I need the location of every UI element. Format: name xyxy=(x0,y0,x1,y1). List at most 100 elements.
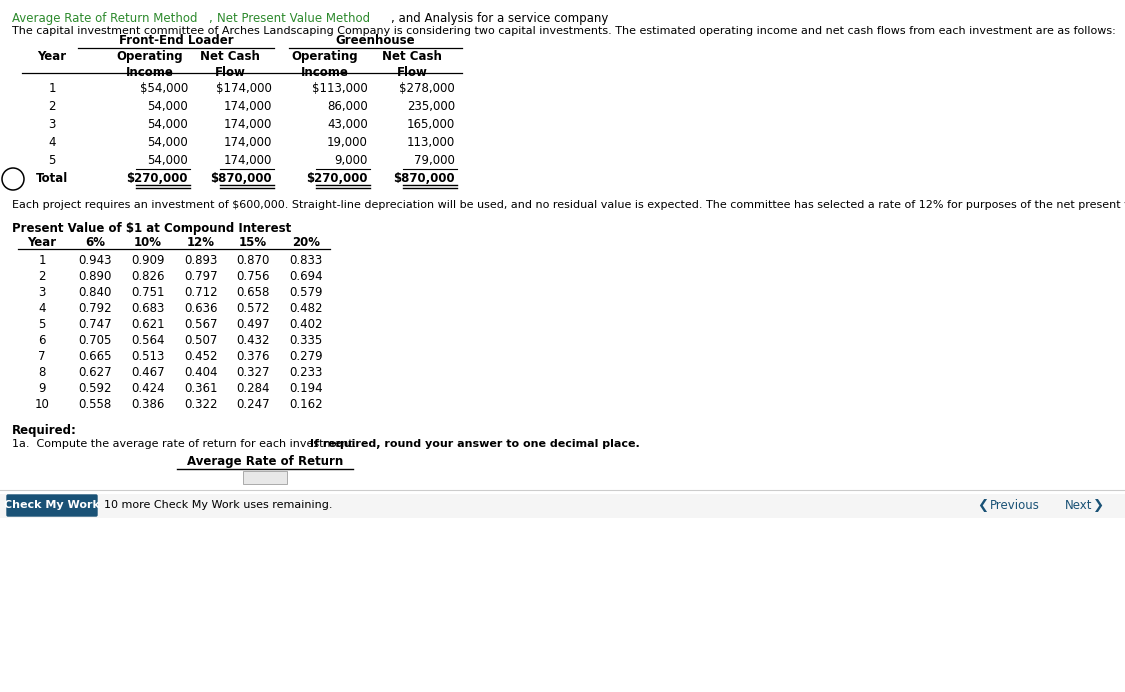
Text: 0.665: 0.665 xyxy=(79,350,111,363)
Text: If required, round your answer to one decimal place.: If required, round your answer to one de… xyxy=(310,439,640,449)
Text: 0.452: 0.452 xyxy=(184,350,218,363)
Text: 0.402: 0.402 xyxy=(289,318,323,331)
FancyBboxPatch shape xyxy=(243,471,287,484)
Text: 0.572: 0.572 xyxy=(236,302,270,315)
Text: 0.194: 0.194 xyxy=(289,382,323,395)
Text: 10 more Check My Work uses remaining.: 10 more Check My Work uses remaining. xyxy=(104,500,333,511)
Text: 54,000: 54,000 xyxy=(147,136,188,149)
Text: 235,000: 235,000 xyxy=(407,100,455,113)
Text: 0.797: 0.797 xyxy=(184,270,218,283)
Text: 79,000: 79,000 xyxy=(414,154,455,167)
Text: Check My Work: Check My Work xyxy=(4,500,100,511)
Text: 0.756: 0.756 xyxy=(236,270,270,283)
Text: 86,000: 86,000 xyxy=(327,100,368,113)
Text: 54,000: 54,000 xyxy=(147,118,188,131)
Text: Required:: Required: xyxy=(12,424,77,437)
Text: 0.424: 0.424 xyxy=(132,382,165,395)
Text: 0.833: 0.833 xyxy=(289,254,323,267)
Text: 0.558: 0.558 xyxy=(79,398,111,411)
Text: 113,000: 113,000 xyxy=(407,136,455,149)
Text: ,: , xyxy=(209,12,216,25)
Text: 0.893: 0.893 xyxy=(184,254,218,267)
Text: 0.233: 0.233 xyxy=(289,366,323,379)
Text: 0.712: 0.712 xyxy=(184,286,218,299)
Text: Year: Year xyxy=(37,50,66,63)
Text: 0.247: 0.247 xyxy=(236,398,270,411)
Text: 0.513: 0.513 xyxy=(132,350,164,363)
Text: 54,000: 54,000 xyxy=(147,154,188,167)
Text: 0.564: 0.564 xyxy=(132,334,164,347)
Text: Year: Year xyxy=(27,236,56,249)
Text: $270,000: $270,000 xyxy=(306,172,368,185)
Text: 0.376: 0.376 xyxy=(236,350,270,363)
Text: Front-End Loader: Front-End Loader xyxy=(119,34,233,47)
FancyBboxPatch shape xyxy=(0,494,1125,518)
Text: Net Cash
Flow: Net Cash Flow xyxy=(200,50,260,79)
Text: 0.627: 0.627 xyxy=(79,366,111,379)
Text: The capital investment committee of Arches Landscaping Company is considering tw: The capital investment committee of Arch… xyxy=(12,26,1116,36)
Text: Total: Total xyxy=(36,172,69,185)
Text: $870,000: $870,000 xyxy=(210,172,272,185)
Text: 0.404: 0.404 xyxy=(184,366,218,379)
Text: 1: 1 xyxy=(38,254,46,267)
Text: 0.658: 0.658 xyxy=(236,286,270,299)
Text: Net Present Value Method: Net Present Value Method xyxy=(217,12,370,25)
Text: 2: 2 xyxy=(38,270,46,283)
Text: 4: 4 xyxy=(48,136,56,149)
Text: 0.579: 0.579 xyxy=(289,286,323,299)
Text: 1: 1 xyxy=(48,82,56,95)
Text: 0.507: 0.507 xyxy=(184,334,218,347)
Text: 10%: 10% xyxy=(134,236,162,249)
Text: 0.621: 0.621 xyxy=(132,318,165,331)
Text: 0.826: 0.826 xyxy=(132,270,164,283)
Text: 0.694: 0.694 xyxy=(289,270,323,283)
Text: 5: 5 xyxy=(48,154,56,167)
Text: 0.592: 0.592 xyxy=(79,382,111,395)
Text: 165,000: 165,000 xyxy=(407,118,455,131)
Text: 0.840: 0.840 xyxy=(79,286,111,299)
Text: $270,000: $270,000 xyxy=(126,172,188,185)
Text: 4: 4 xyxy=(38,302,46,315)
Text: 3: 3 xyxy=(38,286,46,299)
Text: 9: 9 xyxy=(38,382,46,395)
Text: 3: 3 xyxy=(48,118,56,131)
Text: ❮: ❮ xyxy=(976,499,988,512)
Text: Each project requires an investment of $600,000. Straight-line depreciation will: Each project requires an investment of $… xyxy=(12,200,1125,210)
Text: Greenhouse: Greenhouse xyxy=(335,34,415,47)
Text: , and Analysis for a service company: , and Analysis for a service company xyxy=(392,12,609,25)
Text: 174,000: 174,000 xyxy=(224,118,272,131)
Text: 0.705: 0.705 xyxy=(79,334,111,347)
Text: Next: Next xyxy=(1065,499,1092,512)
Text: 0.747: 0.747 xyxy=(79,318,111,331)
Text: $54,000: $54,000 xyxy=(140,82,188,95)
Text: 0.279: 0.279 xyxy=(289,350,323,363)
Text: Previous: Previous xyxy=(990,499,1040,512)
Text: 1a.  Compute the average rate of return for each investment.: 1a. Compute the average rate of return f… xyxy=(12,439,360,449)
Text: 0.284: 0.284 xyxy=(236,382,270,395)
Text: 0.335: 0.335 xyxy=(289,334,323,347)
Text: 0.482: 0.482 xyxy=(289,302,323,315)
Text: 0.792: 0.792 xyxy=(79,302,111,315)
Text: $870,000: $870,000 xyxy=(394,172,455,185)
Text: Average Rate of Return Method: Average Rate of Return Method xyxy=(12,12,198,25)
Text: Operating
Income: Operating Income xyxy=(291,50,358,79)
Text: 0.361: 0.361 xyxy=(184,382,218,395)
Text: 7: 7 xyxy=(38,350,46,363)
Text: Average Rate of Return: Average Rate of Return xyxy=(187,455,343,468)
Text: 0.432: 0.432 xyxy=(236,334,270,347)
Text: 0.386: 0.386 xyxy=(132,398,164,411)
Text: ❯: ❯ xyxy=(1094,499,1104,512)
Text: Net Cash
Flow: Net Cash Flow xyxy=(382,50,442,79)
Text: 9,000: 9,000 xyxy=(334,154,368,167)
Text: 174,000: 174,000 xyxy=(224,154,272,167)
Text: 174,000: 174,000 xyxy=(224,136,272,149)
Text: 0.751: 0.751 xyxy=(132,286,164,299)
Text: 0.909: 0.909 xyxy=(132,254,164,267)
Text: 10: 10 xyxy=(35,398,50,411)
Text: 0.943: 0.943 xyxy=(79,254,111,267)
Text: 0.327: 0.327 xyxy=(236,366,270,379)
FancyBboxPatch shape xyxy=(7,495,97,516)
Text: 6%: 6% xyxy=(86,236,105,249)
Text: 0.636: 0.636 xyxy=(184,302,218,315)
Text: 12%: 12% xyxy=(187,236,215,249)
